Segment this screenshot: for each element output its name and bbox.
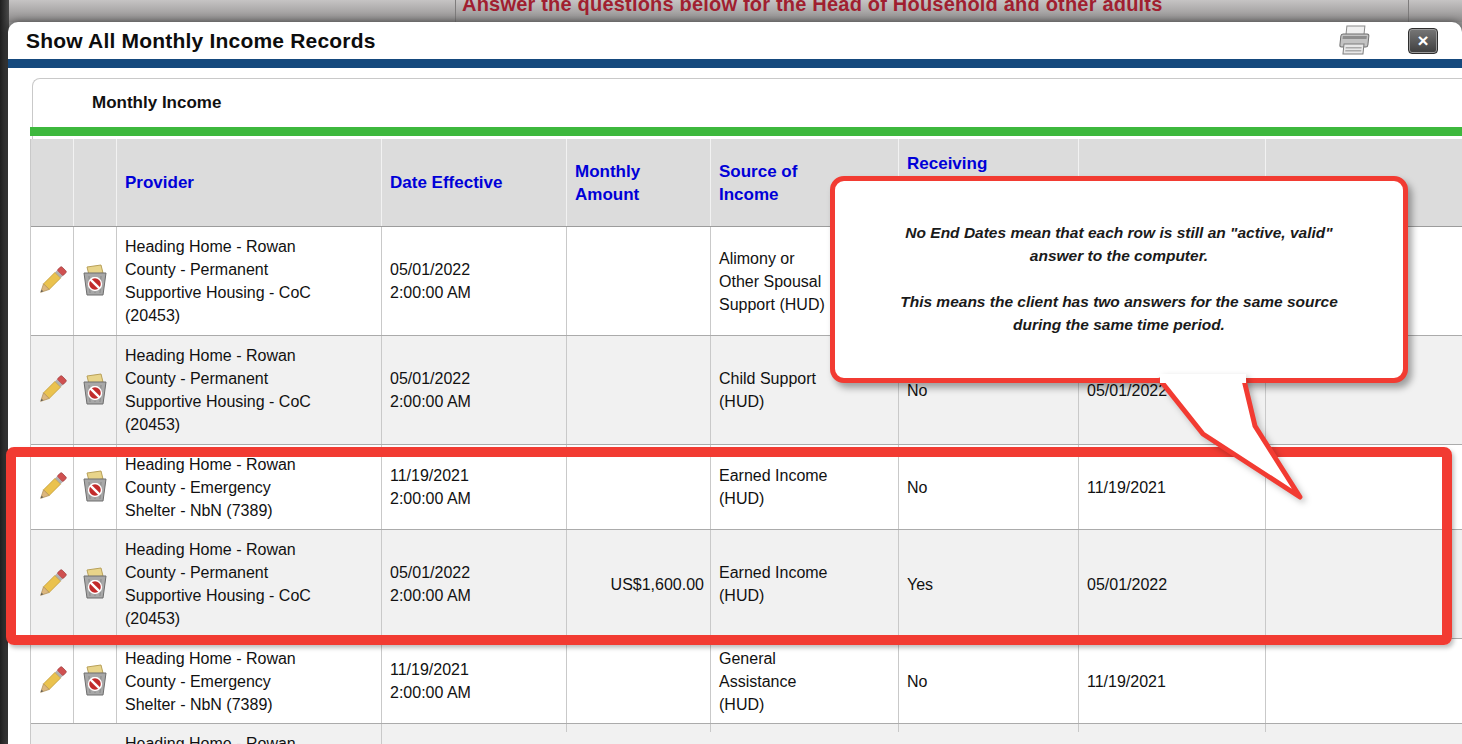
monthly-income-dialog: Show All Monthly Income Records × Monthl… bbox=[8, 22, 1462, 744]
cell-start-date: 05/01/2022 bbox=[1079, 530, 1266, 638]
cell-date-effective: 11/19/2021 2:00:00 AM bbox=[382, 445, 567, 529]
delete-icon[interactable] bbox=[74, 445, 117, 529]
page-banner: Answer the questions below for the Head … bbox=[0, 0, 1462, 22]
section-green-bar bbox=[30, 127, 1462, 136]
cell-date-effective: 11/19/2021 2:00:00 AM bbox=[382, 639, 567, 723]
banner-divider bbox=[455, 0, 456, 22]
cell-provider: Heading Home - Rowan County - Emergency … bbox=[117, 639, 382, 723]
cell-monthly-amount bbox=[567, 724, 711, 732]
table-row: Heading Home - Rowan County - Emergency … bbox=[31, 639, 1462, 724]
cell-date-effective: 05/01/2022 2:00:00 AM bbox=[382, 227, 567, 335]
cell-source-of-income bbox=[711, 724, 899, 732]
edit-icon[interactable] bbox=[31, 227, 74, 335]
delete-icon[interactable] bbox=[74, 227, 117, 335]
edit-icon[interactable] bbox=[31, 336, 74, 444]
table-row: Heading Home - Rowan bbox=[31, 724, 1462, 744]
cell-date-effective: 05/01/2022 2:00:00 AM bbox=[382, 530, 567, 638]
edit-icon[interactable] bbox=[31, 445, 74, 529]
screen: Answer the questions below for the Head … bbox=[0, 0, 1462, 744]
cell-start-date bbox=[1079, 724, 1266, 732]
header-delete bbox=[74, 139, 117, 226]
header-provider: Provider bbox=[117, 139, 382, 226]
edit-icon[interactable] bbox=[31, 530, 74, 638]
cell-receiving: No bbox=[899, 639, 1079, 723]
cell-source-of-income: Earned Income (HUD) bbox=[711, 530, 899, 638]
cell-end-date bbox=[1266, 724, 1462, 732]
cell-date-effective: 05/01/2022 2:00:00 AM bbox=[382, 336, 567, 444]
callout-paragraph: No End Dates mean that each row is still… bbox=[883, 221, 1355, 267]
cell-start-date: 11/19/2021 bbox=[1079, 639, 1266, 723]
panel-title: Monthly Income bbox=[92, 93, 221, 113]
cell-end-date bbox=[1266, 639, 1462, 723]
header-edit bbox=[31, 139, 74, 226]
cell-start-date: 11/19/2021 bbox=[1079, 445, 1266, 529]
table-row: Heading Home - Rowan County - Permanent … bbox=[31, 530, 1462, 639]
cell-provider: Heading Home - Rowan County - Permanent … bbox=[117, 530, 382, 638]
cell-end-date bbox=[1266, 445, 1462, 529]
header-monthly-amount: Monthly Amount bbox=[567, 139, 711, 226]
annotation-callout: No End Dates mean that each row is still… bbox=[830, 176, 1408, 383]
cell-receiving: No bbox=[899, 445, 1079, 529]
cell-date-effective bbox=[382, 724, 567, 732]
close-icon[interactable]: × bbox=[1408, 28, 1438, 54]
cell-monthly-amount bbox=[567, 639, 711, 723]
cell-monthly-amount: US$1,600.00 bbox=[567, 530, 711, 638]
cell-source-of-income: General Assistance (HUD) bbox=[711, 639, 899, 723]
cell-monthly-amount bbox=[567, 445, 711, 529]
table-row: Heading Home - Rowan County - Emergency … bbox=[31, 445, 1462, 530]
cell-receiving bbox=[899, 724, 1079, 732]
callout-paragraph: This means the client has two answers fo… bbox=[883, 290, 1355, 336]
cell-source-of-income: Earned Income (HUD) bbox=[711, 445, 899, 529]
delete-icon[interactable] bbox=[74, 639, 117, 723]
delete-icon[interactable] bbox=[74, 336, 117, 444]
titlebar-rule bbox=[8, 59, 1462, 68]
banner-divider bbox=[1408, 0, 1409, 22]
edit-icon[interactable] bbox=[31, 639, 74, 723]
cell-provider: Heading Home - Rowan County - Emergency … bbox=[117, 445, 382, 529]
delete-icon[interactable] bbox=[74, 530, 117, 638]
header-date-effective: Date Effective bbox=[382, 139, 567, 226]
cell-end-date bbox=[1266, 530, 1462, 638]
dialog-title: Show All Monthly Income Records bbox=[26, 29, 376, 53]
cell-monthly-amount bbox=[567, 227, 711, 335]
cell-provider: Heading Home - Rowan County - Permanent … bbox=[117, 227, 382, 335]
print-icon[interactable] bbox=[1336, 25, 1374, 57]
cell-receiving: Yes bbox=[899, 530, 1079, 638]
cell-monthly-amount bbox=[567, 336, 711, 444]
cell-provider: Heading Home - Rowan bbox=[117, 724, 382, 744]
assessment-instruction-text: Answer the questions below for the Head … bbox=[462, 0, 1163, 16]
cell-provider: Heading Home - Rowan County - Permanent … bbox=[117, 336, 382, 444]
